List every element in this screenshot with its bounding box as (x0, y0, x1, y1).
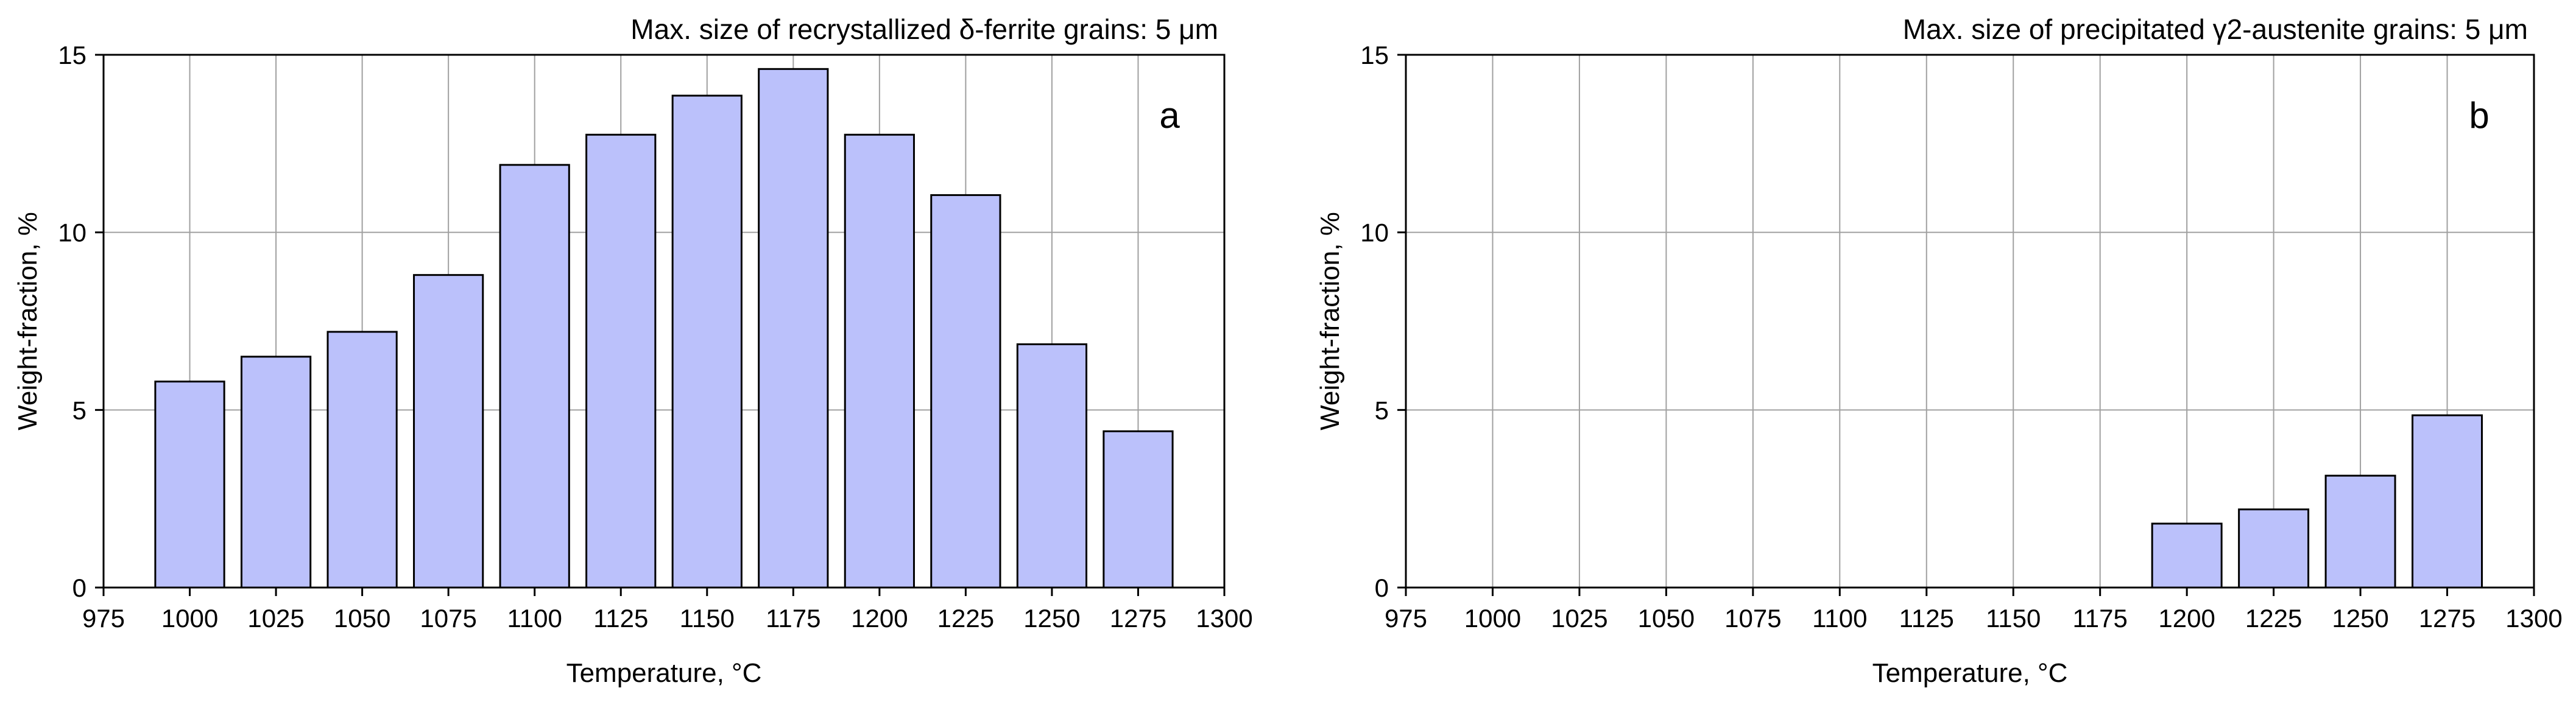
bar-b-1250 (2324, 474, 2396, 589)
x-axis-label-a: Temperature, °C (566, 658, 762, 688)
plot-frame-a (102, 54, 1226, 589)
x-tick-label-a: 1175 (766, 604, 820, 633)
bar-b-1225 (2238, 508, 2310, 589)
x-tick-label-b: 1075 (1724, 604, 1781, 633)
x-axis-label-b: Temperature, °C (1872, 658, 2068, 688)
x-tick-label-a: 1300 (1196, 604, 1252, 633)
x-tick-label-a: 1275 (1110, 604, 1166, 633)
x-tick-label-b: 1000 (1464, 604, 1521, 633)
x-tick-label-b: 1175 (2073, 604, 2128, 633)
y-axis-label-a: Weight-fraction, % (13, 212, 43, 430)
x-tick-label-a: 1025 (247, 604, 304, 633)
chart-panel-a: 975 1000 1025 1050 1075 1100 1125 1150 1175 1200 1… (13, 13, 1253, 688)
x-tick-label-b: 1275 (2419, 604, 2475, 633)
y-tick-label-b: 0 (1375, 574, 1389, 602)
bar-a-1075 (413, 274, 484, 589)
x-tick-label-a: 1125 (593, 604, 648, 633)
bar-a-1250 (1016, 343, 1088, 589)
x-tick-label-a: 1150 (680, 604, 735, 633)
chart-panel-b: 975 1000 1025 1050 1075 1100 1125 1150 1175 1200 1… (1315, 13, 2563, 688)
plot-frame-b (1405, 54, 2535, 589)
bar-a-1000 (154, 381, 225, 589)
x-tick-label-a: 1000 (161, 604, 218, 633)
y-axis-label-b: Weight-fraction, % (1315, 212, 1345, 430)
bar-a-1050 (326, 331, 398, 589)
bar-a-1025 (240, 356, 312, 589)
bar-a-1275 (1103, 430, 1174, 589)
x-tick-label-b: 1100 (1812, 604, 1867, 633)
x-tick-label-b: 1150 (1986, 604, 2041, 633)
panel-letter-a: a (1159, 95, 1180, 136)
x-tick-label-a: 1200 (851, 604, 908, 633)
y-tick-label-b: 5 (1375, 396, 1389, 424)
panel-letter-b: b (2469, 95, 2489, 136)
x-tick-label-b: 1300 (2505, 604, 2562, 633)
bar-a-1175 (758, 68, 829, 589)
x-tick-label-b: 1250 (2332, 604, 2388, 633)
y-tick-label-a: 15 (58, 41, 86, 69)
x-tick-label-b: 975 (1385, 604, 1427, 633)
x-tick-label-a: 1100 (507, 604, 562, 633)
bar-a-1200 (844, 133, 915, 589)
y-tick-label-a: 0 (72, 574, 86, 602)
x-tick-label-b: 1050 (1638, 604, 1695, 633)
bar-b-1275 (2412, 414, 2483, 589)
bar-a-1150 (671, 94, 743, 589)
y-tick-label-b: 10 (1360, 219, 1389, 247)
y-tick-label-a: 5 (72, 396, 86, 424)
x-tick-label-a: 975 (82, 604, 125, 633)
x-tick-label-a: 1225 (937, 604, 994, 633)
x-tick-label-a: 1075 (420, 604, 476, 633)
y-tick-label-b: 15 (1360, 41, 1389, 69)
bar-a-1100 (499, 164, 570, 589)
x-tick-label-b: 1200 (2158, 604, 2215, 633)
bar-a-1125 (585, 133, 657, 589)
bar-b-1200 (2151, 522, 2223, 589)
chart-title-a: Max. size of recrystallized δ-ferrite gr… (630, 13, 1218, 45)
x-tick-label-a: 1250 (1023, 604, 1080, 633)
x-tick-label-b: 1225 (2245, 604, 2302, 633)
y-tick-label-a: 10 (58, 219, 86, 247)
x-tick-label-a: 1050 (334, 604, 390, 633)
chart-title-b: Max. size of precipitated γ2-austenite g… (1903, 13, 2528, 45)
x-tick-label-b: 1025 (1551, 604, 1607, 633)
x-tick-label-b: 1125 (1899, 604, 1954, 633)
bar-a-1225 (930, 194, 1001, 589)
